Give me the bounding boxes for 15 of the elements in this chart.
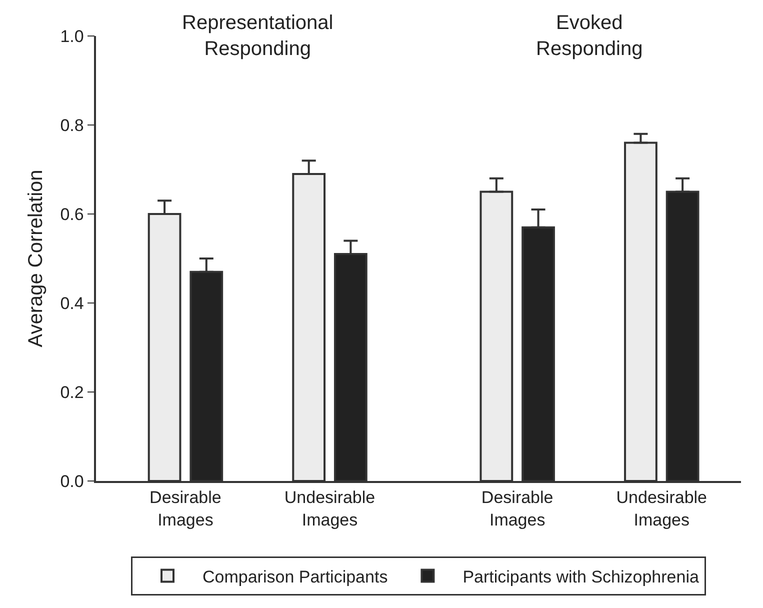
x-tick-label: Desirable Images [481, 488, 554, 530]
y-tick-label: 0.4 [60, 294, 84, 313]
y-tick-label: 0.6 [60, 204, 84, 224]
y-axis-title: Average Correlation [25, 170, 48, 348]
annotation: Representational Responding [182, 12, 334, 60]
y-tick-label: 0.8 [60, 116, 84, 135]
legend-label: Comparison Participants [202, 567, 388, 586]
y-tick-label: 1.0 [60, 26, 84, 46]
x-tick-label: Undesirable Images [616, 488, 708, 530]
x-tick-label: Desirable Images [150, 488, 222, 530]
annotation: Evoked Responding [536, 12, 643, 60]
y-tick-label: 0.0 [60, 472, 84, 491]
legend-label: Participants with Schizophrenia [462, 567, 700, 586]
x-tick-label: Undesirable Images [284, 488, 376, 530]
y-tick-label: 0.2 [60, 382, 84, 402]
